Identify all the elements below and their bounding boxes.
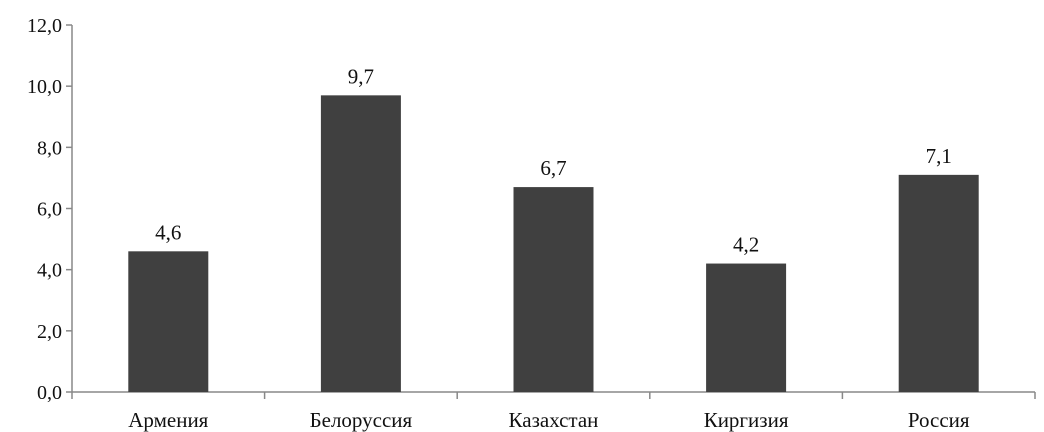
bar-2 xyxy=(320,95,401,392)
y-tick-label: 6,0 xyxy=(37,199,62,221)
bar-4 xyxy=(706,263,787,392)
x-category-label: Казахстан xyxy=(509,408,599,432)
bar-3 xyxy=(513,187,594,392)
x-axis: Армения Белоруссия Казахстан Киргизия Россия xyxy=(71,391,1036,432)
y-tick-label: 0,0 xyxy=(37,382,62,404)
bar-value-label: 9,7 xyxy=(348,64,374,88)
bar-value-label: 7,1 xyxy=(926,144,952,168)
x-category-label: Киргизия xyxy=(704,408,789,432)
bar-value-label: 4,6 xyxy=(155,220,181,244)
data-labels: 4,6 9,7 6,7 4,2 7,1 xyxy=(155,64,952,256)
x-category-label: Белоруссия xyxy=(310,408,413,432)
y-axis: 0,0 2,0 4,0 6,0 8,0 10,0 12,0 xyxy=(27,15,73,404)
bar-5 xyxy=(898,174,979,392)
y-tick-label: 2,0 xyxy=(37,321,62,343)
y-tick-label: 4,0 xyxy=(37,260,62,282)
x-category-label: Армения xyxy=(128,408,208,432)
bar-value-label: 6,7 xyxy=(540,156,566,180)
bar-1 xyxy=(128,251,209,392)
bars xyxy=(128,95,979,392)
y-tick-label: 8,0 xyxy=(37,137,62,159)
x-category-label: Россия xyxy=(908,408,970,432)
y-tick-label: 10,0 xyxy=(27,76,62,98)
bar-value-label: 4,2 xyxy=(733,233,759,257)
y-tick-label: 12,0 xyxy=(27,15,62,37)
